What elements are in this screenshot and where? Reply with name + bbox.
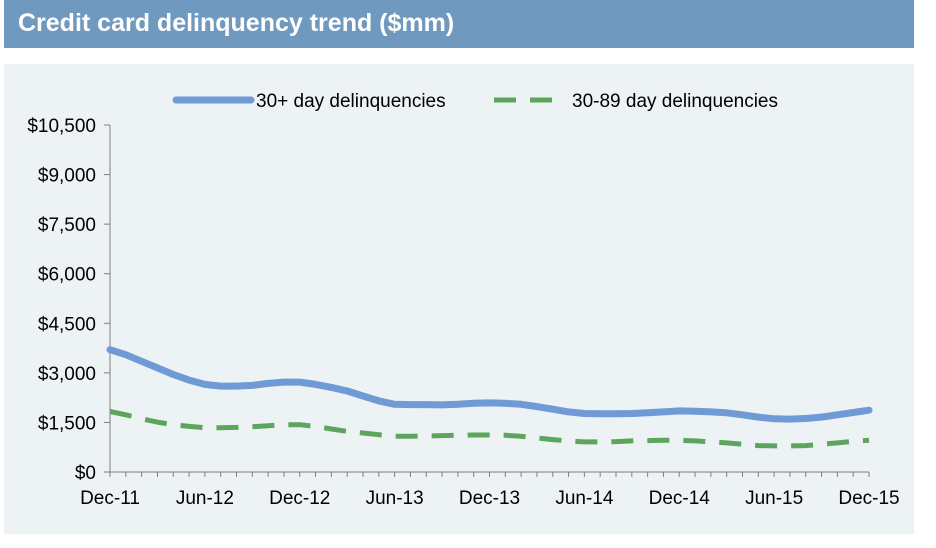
x-tick-label: Dec-13 (459, 488, 520, 509)
y-tick-label: $6,000 (38, 265, 96, 286)
line-chart: $0 $1,500 $3,000 $4,500 $6,000 $7,500 $9,000 $1… (27, 91, 899, 509)
y-tick-label: $4,500 (38, 314, 96, 335)
series-line-30-plus (106, 346, 873, 423)
x-tick-label: Dec-11 (80, 488, 140, 509)
chart-title: Credit card delinquency trend ($mm) (18, 9, 455, 37)
y-tick-label: $3,000 (38, 364, 96, 385)
series-line-30-89 (109, 409, 870, 449)
title-bar: Credit card delinquency trend ($mm) (4, 0, 914, 48)
x-tick-label: Jun-13 (366, 488, 424, 509)
x-tick-label: Dec-12 (269, 488, 330, 509)
chart-panel: $0 $1,500 $3,000 $4,500 $6,000 $7,500 $9,000 $1… (4, 64, 914, 534)
x-tick-label: Dec-14 (649, 488, 711, 509)
x-tick-label: Jun-15 (745, 488, 803, 509)
x-tick-label: Jun-12 (176, 488, 234, 509)
legend-label-30-89: 30-89 day delinquencies (572, 91, 778, 112)
y-tick-label: $1,500 (38, 413, 96, 434)
x-tick-label: Dec-15 (838, 488, 899, 509)
y-tick-label: $10,500 (27, 116, 96, 137)
x-tick-label: Jun-14 (555, 488, 614, 509)
y-tick-label: $0 (75, 463, 96, 484)
legend-label-30-plus: 30+ day delinquencies (256, 91, 446, 112)
y-tick-label: $7,500 (38, 215, 96, 236)
y-tick-label: $9,000 (38, 166, 96, 187)
